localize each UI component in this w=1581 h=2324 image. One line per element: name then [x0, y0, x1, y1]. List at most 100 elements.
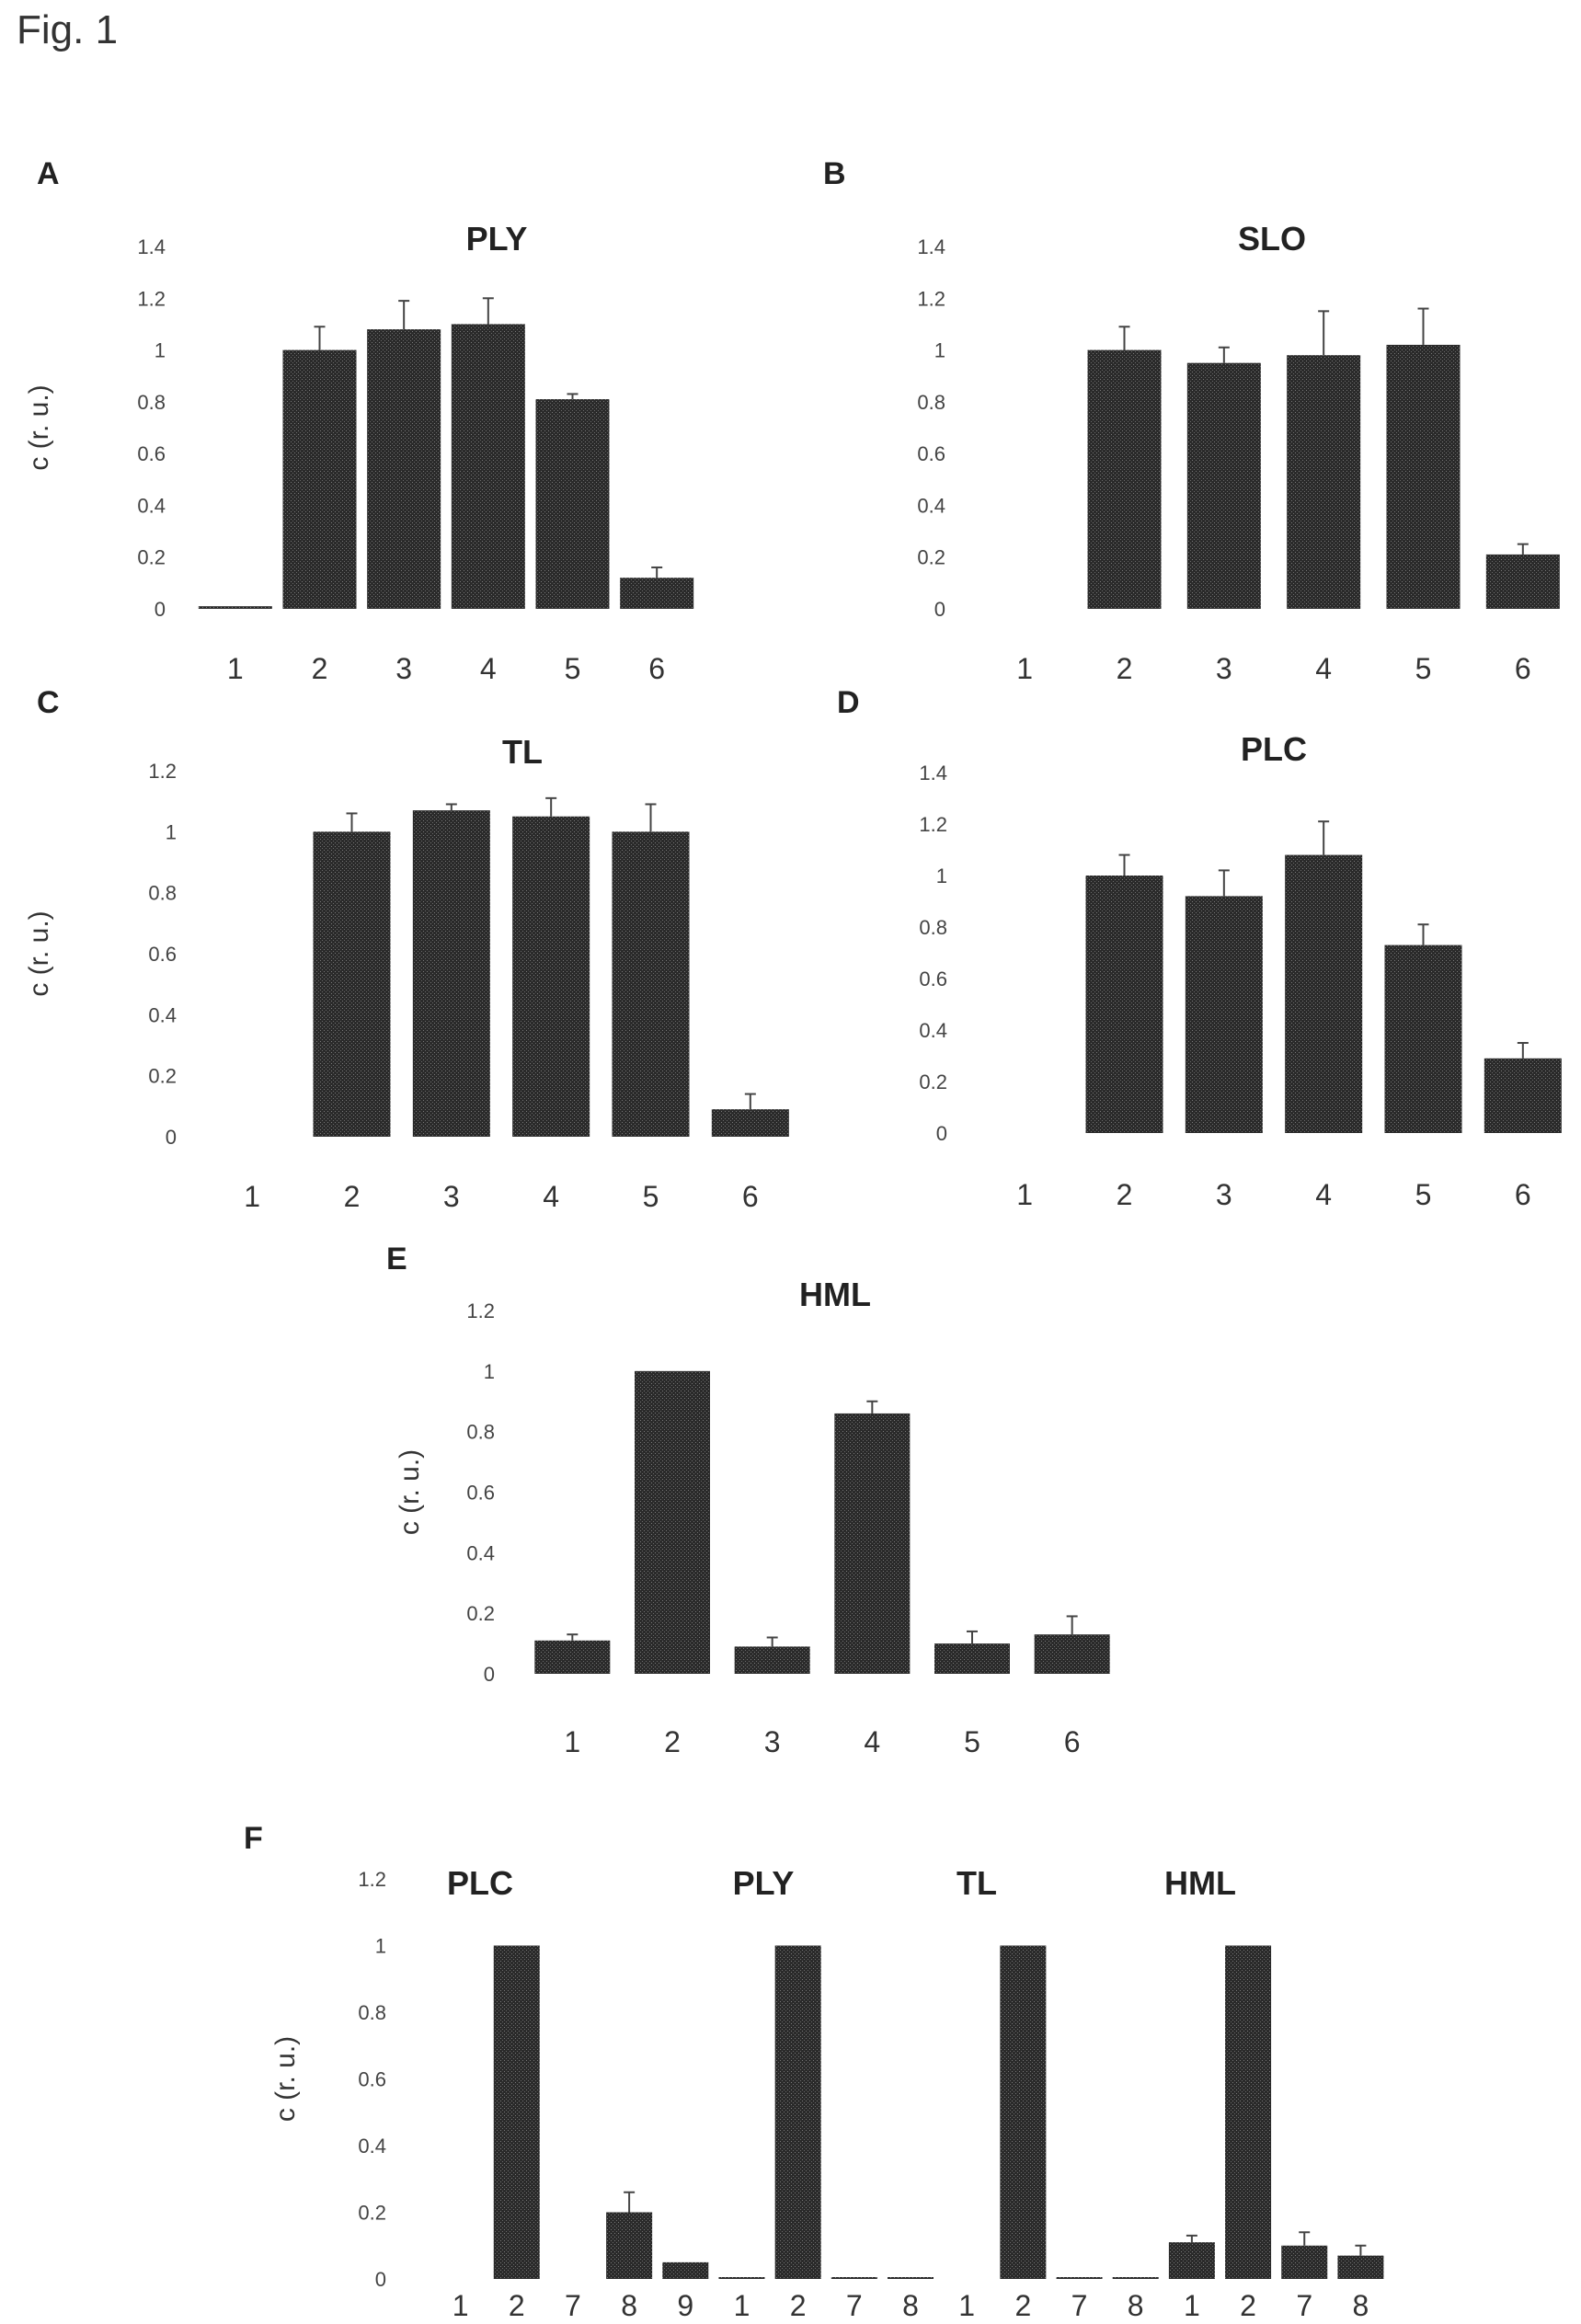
bar — [1285, 854, 1363, 1133]
y-tick-label: 1.2 — [917, 287, 945, 310]
y-tick-label: 0.2 — [917, 546, 945, 569]
bar — [1034, 1634, 1110, 1674]
y-tick-label: 0.2 — [919, 1070, 947, 1093]
y-axis-label-e: c (r. u.) — [395, 1449, 425, 1535]
y-tick-label: 1.2 — [148, 760, 177, 783]
x-tick-label: 4 — [1315, 1178, 1332, 1211]
x-tick-label: 3 — [1216, 1178, 1232, 1211]
x-tick-label: 2 — [509, 2289, 525, 2322]
y-tick-label: 0.2 — [358, 2202, 386, 2225]
x-tick-label: 2 — [1240, 2289, 1256, 2322]
chart-title-d: PLC — [1241, 730, 1307, 768]
figure-title: Fig. 1 — [17, 7, 119, 52]
x-tick-label: 4 — [1315, 652, 1332, 685]
x-tick-label: 8 — [1353, 2289, 1369, 2322]
y-tick-label: 0.8 — [137, 391, 166, 414]
bar — [534, 1640, 611, 1674]
x-tick-label: 9 — [677, 2289, 693, 2322]
y-axis-label-c: c (r. u.) — [24, 910, 54, 996]
x-tick-label: 1 — [453, 2289, 469, 2322]
y-tick-label: 0 — [155, 598, 166, 621]
y-tick-label: 0.8 — [466, 1421, 495, 1444]
x-tick-label: 7 — [846, 2289, 863, 2322]
x-tick-label: 6 — [1064, 1725, 1081, 1758]
x-tick-label: 8 — [902, 2289, 919, 2322]
y-tick-label: 0.6 — [466, 1482, 495, 1505]
chart-title-e: HML — [799, 1276, 871, 1313]
x-tick-label: 2 — [664, 1725, 681, 1758]
x-tick-label: 4 — [480, 652, 497, 685]
x-tick-label: 3 — [1216, 652, 1232, 685]
y-tick-label: 0 — [375, 2268, 386, 2291]
bar — [313, 831, 391, 1137]
y-tick-label: 0.4 — [917, 494, 945, 517]
bar — [831, 2277, 877, 2279]
y-tick-label: 0 — [934, 598, 945, 621]
bar — [734, 1646, 810, 1674]
y-tick-label: 1 — [155, 339, 166, 362]
panel-label-a: A — [37, 156, 60, 191]
bar — [412, 810, 490, 1137]
y-tick-label: 0.2 — [137, 546, 166, 569]
y-tick-label: 0 — [484, 1663, 495, 1686]
x-tick-label: 1 — [564, 1725, 580, 1758]
y-tick-label: 1 — [934, 339, 945, 362]
y-tick-label: 0.8 — [919, 916, 947, 939]
x-tick-label: 8 — [621, 2289, 637, 2322]
y-tick-label: 0.4 — [148, 1003, 177, 1026]
x-tick-label: 1 — [1016, 1178, 1033, 1211]
x-tick-label: 3 — [764, 1725, 781, 1758]
y-tick-label: 0.6 — [148, 943, 177, 966]
bar — [1287, 355, 1361, 609]
y-axis-label-a: c (r. u.) — [24, 384, 54, 470]
y-tick-label: 1.2 — [919, 813, 947, 836]
x-tick-label: 7 — [1071, 2289, 1088, 2322]
bar — [535, 399, 610, 609]
bar — [1000, 1945, 1047, 2279]
bar — [934, 1643, 1010, 1674]
bar — [718, 2277, 765, 2279]
x-tick-label: 3 — [443, 1180, 460, 1213]
group-label-plc: PLC — [447, 1864, 513, 1902]
y-tick-label: 1.2 — [137, 287, 166, 310]
bar — [620, 578, 694, 609]
x-tick-label: 2 — [312, 652, 328, 685]
bar — [774, 1945, 821, 2279]
bar — [1056, 2277, 1103, 2279]
x-tick-label: 7 — [1296, 2289, 1312, 2322]
y-tick-label: 1.2 — [466, 1299, 495, 1322]
chart-title-a: PLY — [466, 220, 528, 258]
bar — [635, 1370, 710, 1674]
y-tick-label: 0.8 — [148, 882, 177, 905]
y-tick-label: 1 — [936, 864, 947, 887]
bar — [1281, 2245, 1328, 2279]
bar — [834, 1413, 911, 1674]
group-label-hml: HML — [1164, 1864, 1236, 1902]
x-tick-label: 6 — [1515, 652, 1531, 685]
bar — [282, 349, 357, 609]
bar — [1168, 2242, 1215, 2279]
panel-label-c: C — [37, 685, 60, 720]
bar — [367, 329, 441, 609]
panel-label-f: F — [244, 1821, 263, 1856]
bar — [1087, 349, 1162, 609]
x-tick-label: 8 — [1128, 2289, 1144, 2322]
bar — [1485, 554, 1560, 609]
bar — [1384, 944, 1462, 1133]
bar — [512, 816, 590, 1137]
y-axis-label-f: c (r. u.) — [270, 2036, 301, 2122]
y-tick-label: 0.2 — [148, 1065, 177, 1088]
bar — [888, 2277, 934, 2279]
panel-label-d: D — [837, 685, 860, 720]
x-tick-label: 3 — [395, 652, 412, 685]
bar — [606, 2212, 653, 2279]
x-tick-label: 6 — [742, 1180, 759, 1213]
y-tick-label: 1.4 — [917, 235, 945, 258]
y-tick-label: 0.4 — [358, 2135, 386, 2158]
y-tick-label: 1.4 — [919, 761, 947, 784]
y-tick-label: 0.6 — [919, 967, 947, 990]
bar — [493, 1945, 540, 2279]
x-tick-label: 2 — [344, 1180, 361, 1213]
y-tick-label: 1 — [166, 820, 177, 843]
